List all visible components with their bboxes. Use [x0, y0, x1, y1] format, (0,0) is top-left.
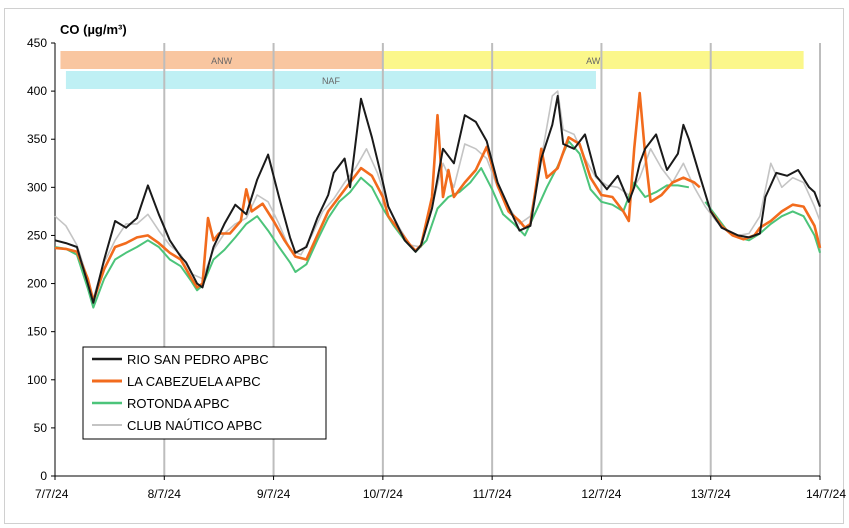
- axes: 0 50 100 150 200 250 300 350 400 450 7/7/24 8/7/24 9…: [27, 36, 846, 501]
- legend-label: CLUB NAÚTICO APBC: [127, 418, 262, 433]
- series-line-3: [54, 90, 821, 299]
- period-bands: ANW AW NAF: [60, 51, 804, 89]
- legend: RIO SAN PEDRO APBC LA CABEZUELA APBC ROTON…: [82, 346, 327, 440]
- x-tick-label: 11/7/24: [473, 487, 512, 501]
- band-anw: [60, 51, 383, 69]
- legend-label: ROTONDA APBC: [127, 396, 229, 411]
- x-tick-label: 10/7/24: [363, 487, 403, 501]
- band-label-anw: ANW: [211, 56, 233, 66]
- band-aw: [382, 51, 804, 69]
- band-label-naf: NAF: [322, 76, 341, 86]
- x-tick-label: 14/7/24: [806, 487, 846, 501]
- y-tick-label: 400: [27, 84, 47, 98]
- y-tick-label: 50: [34, 421, 48, 435]
- x-tick-label: 9/7/24: [257, 487, 291, 501]
- chart-title: CO (µg/m³): [60, 22, 127, 37]
- band-label-aw: AW: [586, 56, 601, 66]
- y-tick-label: 350: [27, 132, 47, 146]
- vertical-gridlines: [163, 43, 821, 476]
- y-tick-label: 0: [40, 469, 47, 483]
- legend-box: [82, 346, 327, 440]
- chart-frame: [4, 8, 844, 524]
- x-tick-label: 7/7/24: [35, 487, 69, 501]
- legend-label: LA CABEZUELA APBC: [127, 374, 261, 389]
- series-lines: [54, 90, 822, 309]
- band-naf: [65, 71, 596, 89]
- y-tick-label: 100: [27, 373, 47, 387]
- y-tick-label: 450: [27, 36, 47, 50]
- y-tick-label: 200: [27, 277, 47, 291]
- x-tick-label: 12/7/24: [581, 487, 621, 501]
- y-tick-label: 300: [27, 180, 47, 194]
- series-line-2: [54, 140, 821, 309]
- series-line-0: [54, 94, 821, 304]
- x-tick-label: 8/7/24: [148, 487, 182, 501]
- y-tick-label: 150: [27, 325, 47, 339]
- legend-label: RIO SAN PEDRO APBC: [127, 352, 269, 367]
- x-tick-label: 13/7/24: [691, 487, 731, 501]
- y-tick-label: 250: [27, 228, 47, 242]
